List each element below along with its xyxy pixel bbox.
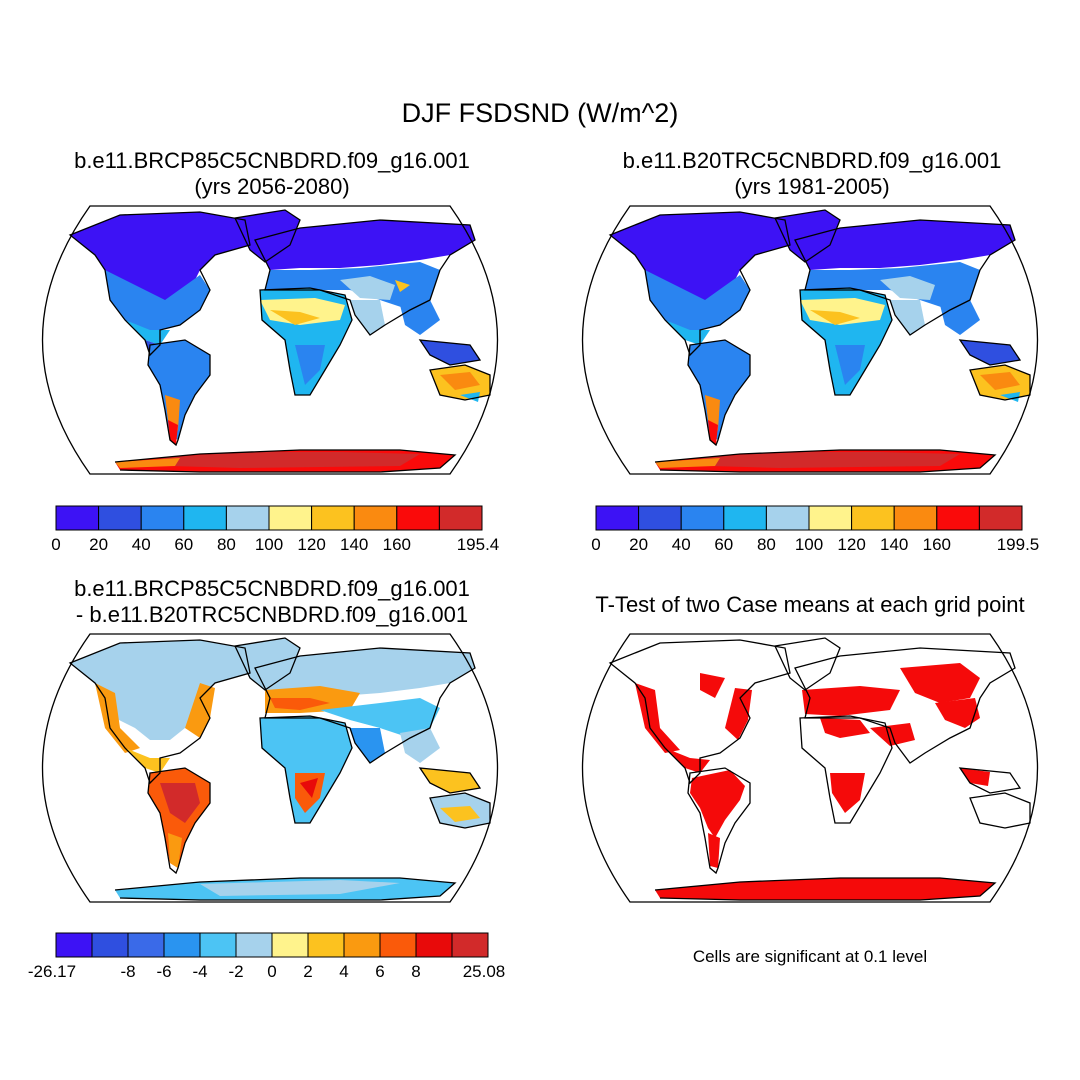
- colorbar-2-swatch-8: [936, 505, 980, 531]
- colorbar-2-swatch-5: [808, 505, 853, 531]
- colorbar-2-swatch-2: [680, 505, 725, 531]
- colorbar-2-label-1: 20: [629, 535, 648, 554]
- colorbar-3: -26.17 -8 -6 -4 -2 0 2 4 6 8 25.08: [28, 932, 506, 981]
- colorbar-3-label-5: -2: [228, 962, 243, 981]
- colorbar-2-swatch-0: [595, 505, 640, 531]
- figure-title: DJF FSDSND (W/m^2): [401, 98, 679, 128]
- colorbar-3-label-8: 4: [339, 962, 348, 981]
- colorbar-3-label-0: -26.17: [28, 962, 76, 981]
- colorbar-3-swatch-2: [127, 932, 165, 958]
- colorbar-1-swatch-7: [353, 505, 398, 531]
- map-border-4: [581, 633, 1039, 903]
- colorbar-1-swatch-4: [225, 505, 270, 531]
- coastlines-3: [68, 637, 491, 901]
- colorbar-1-swatch-2: [140, 505, 185, 531]
- colorbar-1-swatch-5: [268, 505, 313, 531]
- colorbar-2-label-6: 120: [837, 535, 865, 554]
- map-border-2: [581, 205, 1039, 475]
- coastlines-4: [608, 637, 1031, 901]
- colorbar-1-swatch-0: [55, 505, 100, 531]
- colorbar-3-swatch-8: [343, 932, 381, 958]
- colorbar-3-label-3: -6: [156, 962, 171, 981]
- colorbar-1-swatch-6: [311, 505, 355, 531]
- map-fill-1: [70, 210, 490, 472]
- map-panel-1: [41, 205, 499, 475]
- map-panel-4: [581, 633, 1039, 903]
- colorbar-3-swatch-9: [379, 932, 417, 958]
- coastlines-1: [68, 209, 491, 473]
- colorbar-3-swatch-11: [451, 932, 489, 958]
- colorbar-2-label-4: 80: [757, 535, 776, 554]
- colorbar-1-swatch-3: [183, 505, 227, 531]
- colorbar-2-label-2: 40: [672, 535, 691, 554]
- colorbar-3-label-7: 2: [303, 962, 312, 981]
- colorbar-1-swatch-1: [98, 505, 142, 531]
- colorbar-2-label-5: 100: [795, 535, 823, 554]
- map-panel-2: [581, 205, 1039, 475]
- panel2-title: b.e11.B20TRC5CNBDRD.f09_g16.001 (yrs 198…: [562, 148, 1062, 200]
- panel3-title-line1: b.e11.BRCP85C5CNBDRD.f09_g16.001: [74, 576, 470, 601]
- colorbar-1-label-8: 160: [383, 535, 411, 554]
- panel4-title: T-Test of two Case means at each grid po…: [550, 592, 1070, 618]
- colorbar-1-label-6: 120: [297, 535, 325, 554]
- panel3-title-line2: - b.e11.B20TRC5CNBDRD.f09_g16.001: [75, 602, 469, 627]
- colorbar-1: 0 20 40 60 80 100 120 140 160 195.4: [51, 505, 500, 554]
- colorbar-1-label-3: 60: [174, 535, 193, 554]
- map-panel-3: [41, 633, 499, 903]
- colorbar-2: 0 20 40 60 80 100 120 140 160 199.5: [591, 505, 1040, 554]
- colorbar-2-label-0: 0: [591, 535, 600, 554]
- panel3-title: b.e11.BRCP85C5CNBDRD.f09_g16.001 - b.e11…: [22, 576, 522, 628]
- colorbar-2-label-7: 140: [880, 535, 908, 554]
- colorbar-2-swatch-4: [765, 505, 810, 531]
- colorbar-2-label-8: 160: [923, 535, 951, 554]
- panel2-title-line1: b.e11.B20TRC5CNBDRD.f09_g16.001: [622, 148, 1002, 173]
- panel1-title-line1: b.e11.BRCP85C5CNBDRD.f09_g16.001: [74, 148, 470, 173]
- significance-note: Cells are significant at 0.1 level: [692, 947, 928, 966]
- colorbar-1-label-0: 0: [51, 535, 60, 554]
- map-fill-3: [70, 638, 490, 900]
- colorbar-3-swatch-7: [307, 932, 345, 958]
- map-fill-2: [610, 210, 1030, 472]
- colorbar-1-label-2: 40: [132, 535, 151, 554]
- colorbar-3-label-12: 25.08: [463, 962, 506, 981]
- colorbar-2-label-10: 199.5: [997, 535, 1040, 554]
- colorbar-3-label-9: 6: [375, 962, 384, 981]
- colorbar-3-swatch-3: [163, 932, 201, 958]
- colorbar-3-swatch-1: [91, 932, 129, 958]
- colorbar-3-swatch-0: [55, 932, 93, 958]
- colorbar-1-label-1: 20: [89, 535, 108, 554]
- colorbar-3-swatch-5: [235, 932, 273, 958]
- colorbar-2-swatch-3: [723, 505, 767, 531]
- colorbar-2-swatch-7: [893, 505, 938, 531]
- colorbar-1-label-4: 80: [217, 535, 236, 554]
- colorbar-2-swatch-1: [638, 505, 682, 531]
- colorbar-1-swatch-8: [396, 505, 440, 531]
- map-border-3: [41, 633, 499, 903]
- colorbar-2-label-3: 60: [714, 535, 733, 554]
- colorbar-1-label-7: 140: [340, 535, 368, 554]
- colorbar-3-swatch-10: [415, 932, 453, 958]
- colorbar-3-label-4: -4: [192, 962, 207, 981]
- panel2-title-line2: (yrs 1981-2005): [734, 174, 890, 199]
- colorbar-3-swatch-4: [199, 932, 237, 958]
- colorbar-1-label-10: 195.4: [457, 535, 500, 554]
- colorbar-1-label-5: 100: [255, 535, 283, 554]
- colorbar-3-label-10: 8: [411, 962, 420, 981]
- colorbar-2-swatch-6: [851, 505, 895, 531]
- panel1-title: b.e11.BRCP85C5CNBDRD.f09_g16.001 (yrs 20…: [22, 148, 522, 200]
- coastlines-2: [608, 209, 1031, 473]
- panel4-title-line1: T-Test of two Case means at each grid po…: [595, 592, 1025, 617]
- panel1-title-line2: (yrs 2056-2080): [194, 174, 350, 199]
- colorbar-3-swatch-6: [271, 932, 309, 958]
- colorbar-3-label-2: -8: [120, 962, 135, 981]
- colorbar-2-swatch-9: [978, 505, 1023, 531]
- map-border-1: [41, 205, 499, 475]
- colorbar-3-label-6: 0: [267, 962, 276, 981]
- colorbar-1-swatch-9: [438, 505, 483, 531]
